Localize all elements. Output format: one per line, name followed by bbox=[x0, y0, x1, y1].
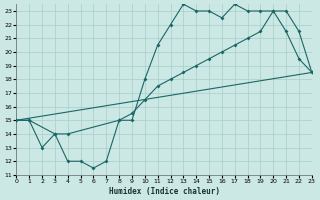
X-axis label: Humidex (Indice chaleur): Humidex (Indice chaleur) bbox=[108, 187, 220, 196]
